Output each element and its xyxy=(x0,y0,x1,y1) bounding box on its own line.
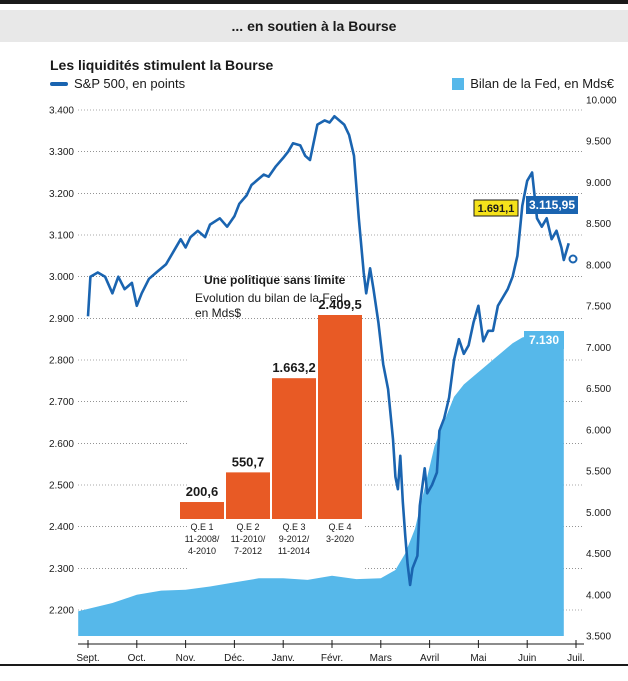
y-right-tick-label: 7.500 xyxy=(586,302,611,313)
inset-subtitle: Evolution du bilan de la Fed, xyxy=(195,291,346,305)
y-left-tick-label: 3.100 xyxy=(49,231,74,242)
y-right-tick-label: 9.000 xyxy=(586,178,611,189)
inset-subtitle: en Mds$ xyxy=(195,306,241,320)
y-right-tick-label: 5.500 xyxy=(586,467,611,478)
x-tick-label: Juil. xyxy=(567,653,585,664)
y-left-tick-label: 2.800 xyxy=(49,356,74,367)
inset-bar-value: 550,7 xyxy=(232,454,265,469)
sp500-legend-label: S&P 500, en points xyxy=(74,76,186,91)
y-left-tick-label: 3.200 xyxy=(49,189,74,200)
inset-bar-category: 11-2010/ xyxy=(231,534,266,544)
inset-bar xyxy=(180,502,224,519)
x-tick-label: Nov. xyxy=(176,653,196,664)
x-tick-label: Mars xyxy=(370,653,392,664)
fed-legend-label: Bilan de la Fed, en Mds€ xyxy=(470,76,614,91)
y-right-tick-label: 4.500 xyxy=(586,549,611,560)
x-tick-label: Févr. xyxy=(321,653,343,664)
y-right-tick-label: 4.000 xyxy=(586,590,611,601)
chart-title: Les liquidités stimulent la Bourse xyxy=(50,57,274,73)
inset-bar xyxy=(318,315,362,519)
inset-bar-category: 11-2014 xyxy=(278,546,310,556)
fed-end-marker xyxy=(552,301,560,309)
y-right-tick-label: 8.000 xyxy=(586,260,611,271)
x-tick-label: Juin xyxy=(518,653,536,664)
header-title: ... en soutien à la Bourse xyxy=(231,18,397,34)
y-right-tick-label: 5.000 xyxy=(586,508,611,519)
fed-balance-area xyxy=(78,335,564,636)
x-tick-label: Mai xyxy=(470,653,486,664)
inset-bar-value: 200,6 xyxy=(186,484,219,499)
x-tick-label: Sept. xyxy=(76,653,99,664)
y-right-tick-label: 10.000 xyxy=(586,96,617,107)
y-left-tick-label: 3.300 xyxy=(49,147,74,158)
y-right-tick-label: 6.000 xyxy=(586,425,611,436)
sp500-end-marker xyxy=(568,254,578,264)
inset-bar-category: 9-2012/ xyxy=(279,534,310,544)
x-tick-label: Janv. xyxy=(272,653,295,664)
inset-bar-value: 2.409,5 xyxy=(318,297,361,312)
inset-bar xyxy=(272,378,316,519)
y-left-tick-label: 2.700 xyxy=(49,397,74,408)
y-left-tick-label: 2.400 xyxy=(49,522,74,533)
inset-bar-value: 1.663,2 xyxy=(272,360,315,375)
inset-bar-category: 7-2012 xyxy=(234,546,262,556)
inset-bar xyxy=(226,472,270,519)
inset-title: Une politique sans limite xyxy=(204,273,346,287)
legend-sp500: S&P 500, en points xyxy=(50,76,185,91)
inset-bar-category: 4-2010 xyxy=(188,546,216,556)
y-left-tick-label: 2.200 xyxy=(49,606,74,617)
y-left-tick-label: 2.500 xyxy=(49,481,74,492)
inset-bar-category: Q.E 2 xyxy=(236,522,259,532)
inset-bar-category: Q.E 4 xyxy=(328,522,351,532)
annotation-fed-value: 7.130 xyxy=(529,333,559,347)
y-left-tick-label: 2.600 xyxy=(49,439,74,450)
inset-bar-category: 11-2008/ xyxy=(185,534,220,544)
y-left-tick-label: 2.300 xyxy=(49,564,74,575)
x-tick-label: Oct. xyxy=(128,653,146,664)
fed-legend-swatch xyxy=(452,77,465,90)
y-right-tick-label: 9.500 xyxy=(586,137,611,148)
annotation-fed-box xyxy=(524,331,564,349)
inset-bar-category: 3-2020 xyxy=(326,534,354,544)
bottom-rule xyxy=(0,664,628,666)
inset-bar-category: Q.E 1 xyxy=(190,522,213,532)
header-band: ... en soutien à la Bourse xyxy=(0,10,628,42)
annotation-sp500-value: 3.115,95 xyxy=(529,198,575,212)
legend-fed: Bilan de la Fed, en Mds€ xyxy=(452,76,614,91)
sp500-line xyxy=(86,115,570,587)
inset-bar-category: Q.E 3 xyxy=(282,522,305,532)
y-right-tick-label: 8.500 xyxy=(586,219,611,230)
y-right-tick-label: 7.000 xyxy=(586,343,611,354)
y-left-tick-label: 3.000 xyxy=(49,272,74,283)
x-tick-label: Avril xyxy=(420,653,439,664)
annotation-fed-highlight-box xyxy=(473,199,519,217)
annotation-fed-highlight: 1.691,1 xyxy=(478,203,515,215)
y-right-tick-label: 3.500 xyxy=(586,632,611,643)
top-rule xyxy=(0,0,628,4)
sp500-legend-swatch xyxy=(50,81,68,86)
annotation-sp500-box xyxy=(526,196,578,214)
y-left-tick-label: 3.400 xyxy=(49,106,74,117)
y-left-tick-label: 2.900 xyxy=(49,314,74,325)
x-tick-label: Déc. xyxy=(224,653,245,664)
y-right-tick-label: 6.500 xyxy=(586,384,611,395)
